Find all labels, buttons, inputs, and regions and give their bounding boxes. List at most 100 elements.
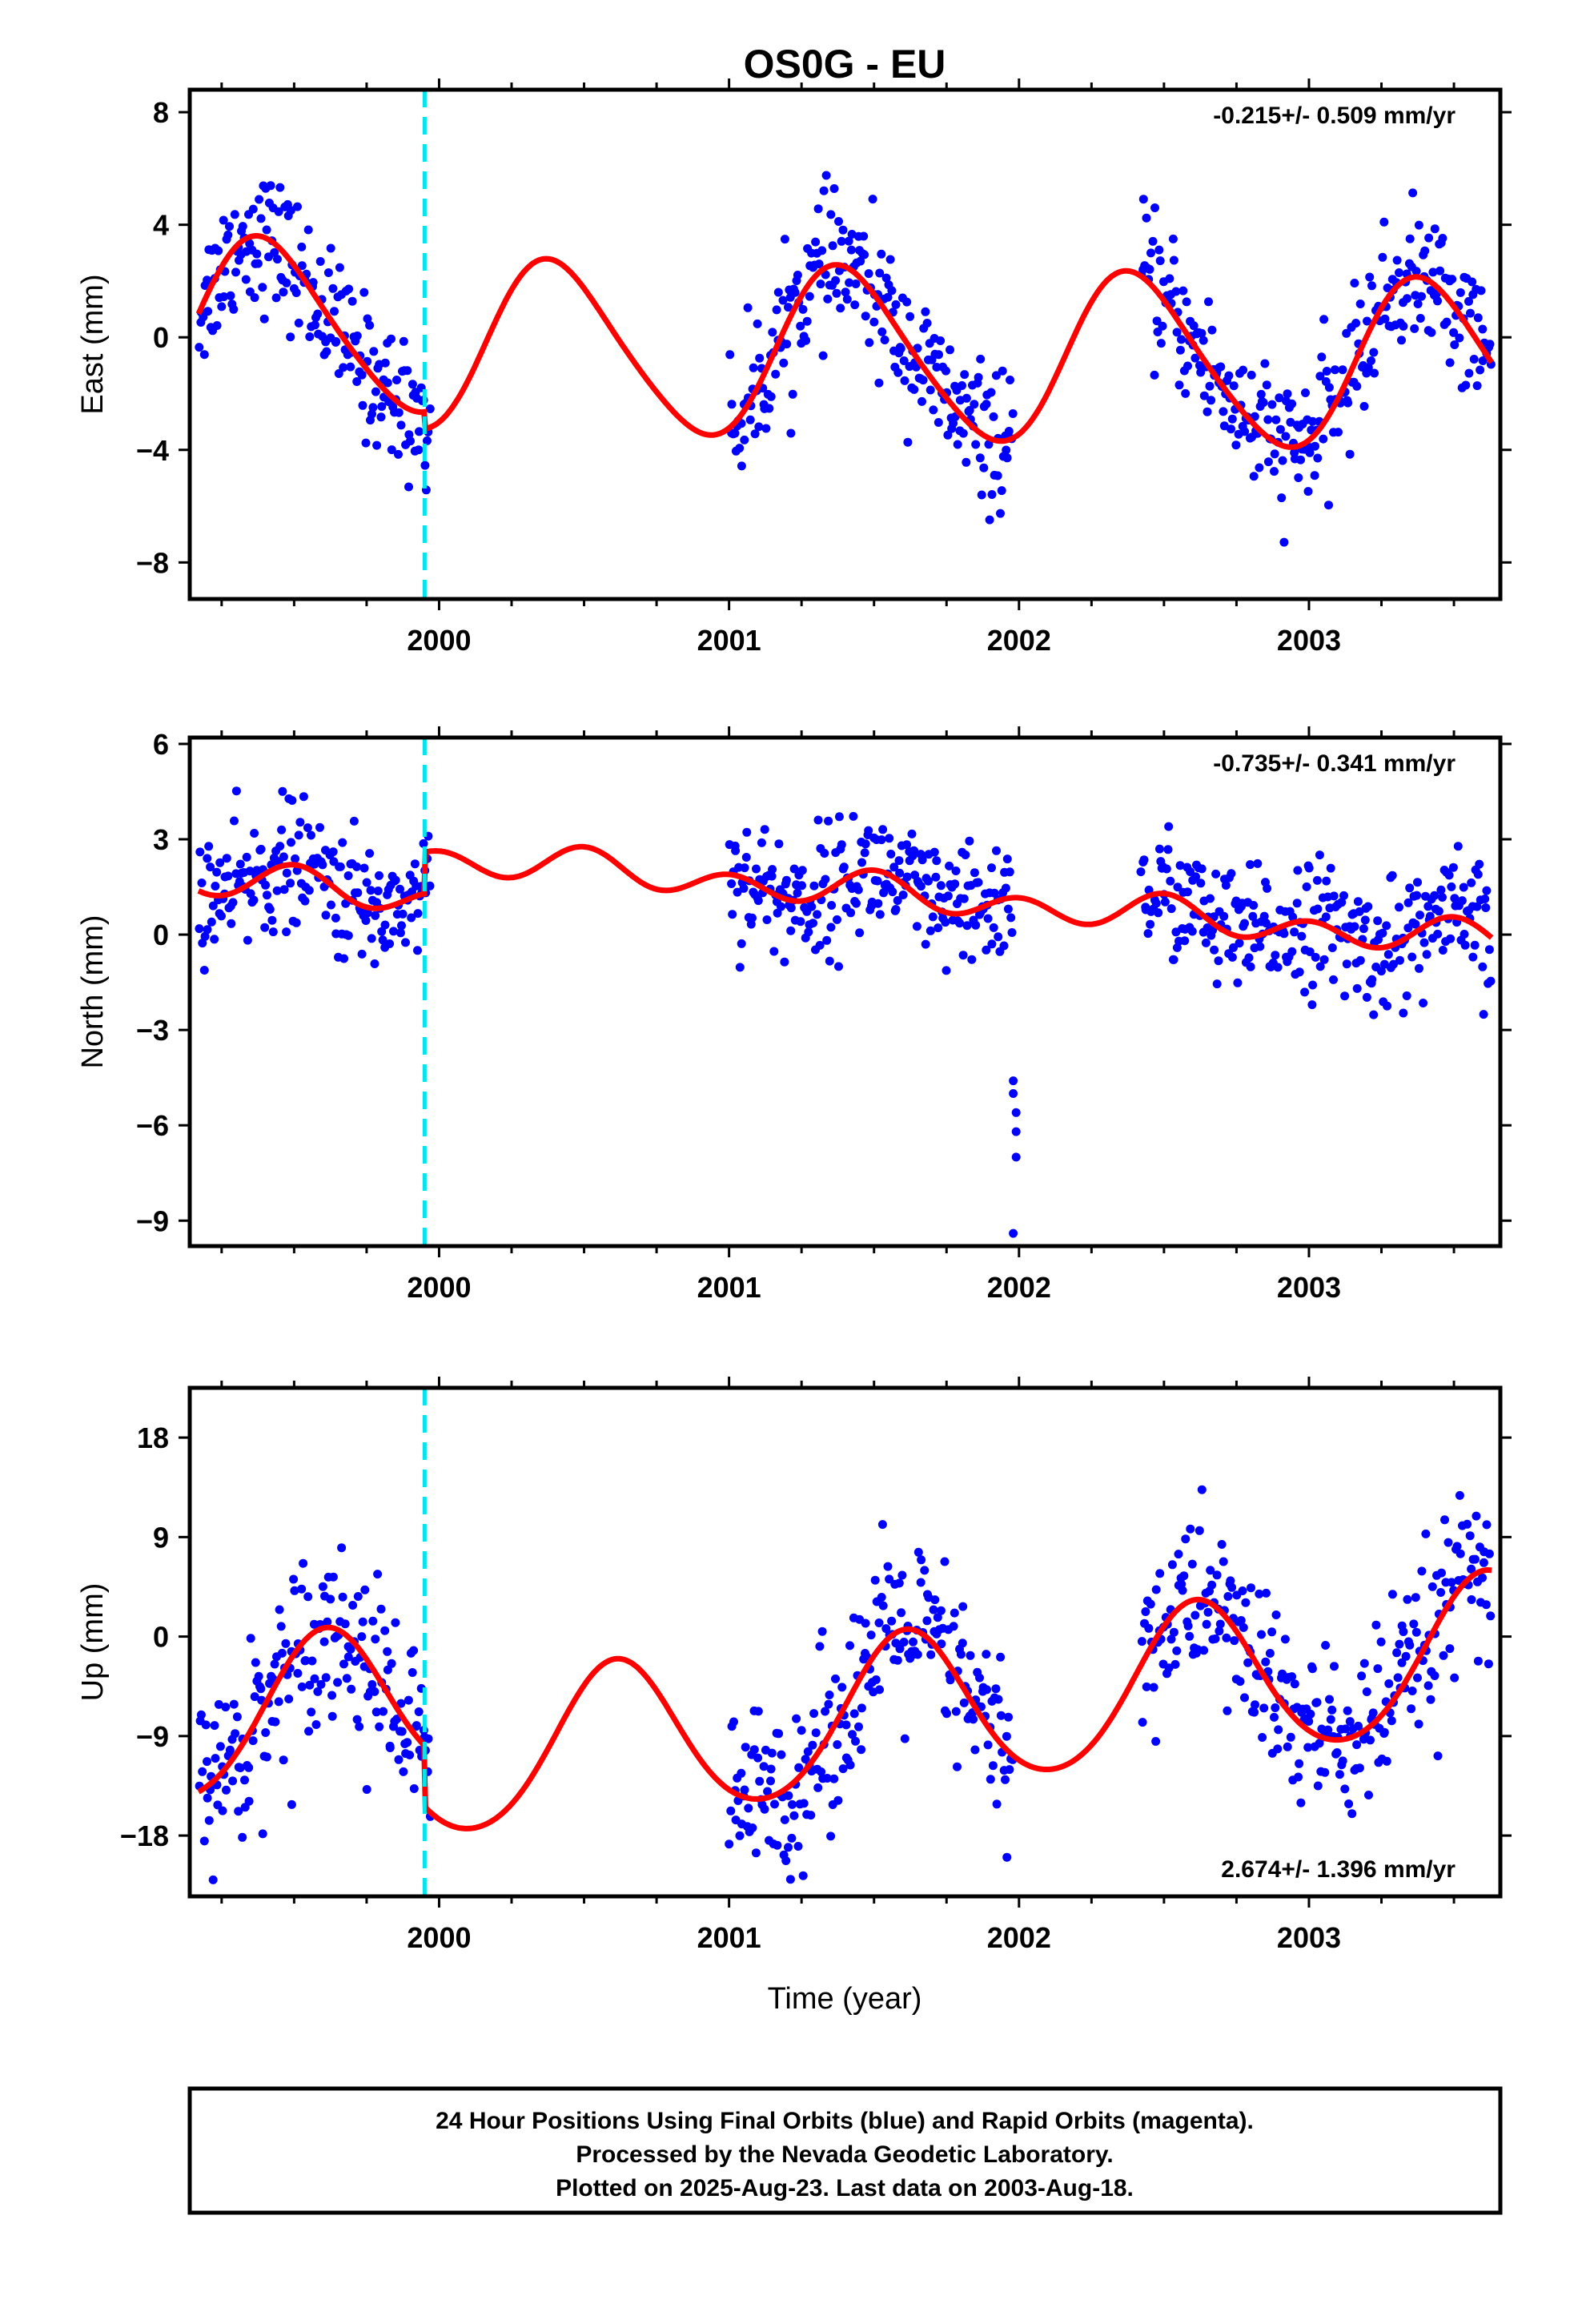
data-point — [391, 1618, 400, 1627]
data-point — [248, 204, 258, 214]
data-point — [327, 900, 335, 910]
data-point — [814, 259, 824, 269]
data-point — [195, 924, 204, 934]
data-point — [276, 1622, 286, 1631]
data-point — [338, 1592, 347, 1602]
data-point — [1319, 315, 1329, 324]
data-point — [1413, 878, 1422, 887]
data-point — [974, 372, 983, 382]
y-tick-label: 9 — [153, 1521, 169, 1554]
y-tick-label: 4 — [153, 209, 169, 242]
data-point — [1376, 967, 1386, 976]
data-point — [399, 1767, 408, 1776]
data-point — [1342, 959, 1351, 969]
data-point — [1461, 380, 1471, 390]
data-point — [229, 304, 239, 314]
data-point — [896, 344, 905, 353]
data-point — [917, 855, 927, 865]
data-point — [822, 1774, 832, 1783]
points-east — [195, 171, 1496, 547]
data-point — [982, 1685, 991, 1695]
data-point — [815, 1642, 825, 1651]
data-point — [794, 1763, 804, 1772]
data-point — [371, 1634, 380, 1644]
data-point — [219, 215, 228, 225]
data-point — [231, 1729, 240, 1739]
data-point — [380, 1626, 390, 1635]
data-point — [1445, 358, 1455, 368]
data-point — [945, 861, 954, 870]
data-point — [760, 1804, 769, 1814]
data-point — [337, 1543, 347, 1553]
data-point — [988, 1761, 998, 1771]
data-point — [958, 381, 966, 390]
data-point — [854, 1722, 863, 1731]
y-axis-label-up: Up (mm) — [76, 1583, 110, 1702]
data-point — [1427, 1582, 1437, 1591]
data-point — [875, 268, 885, 278]
data-point — [222, 854, 231, 863]
data-point — [982, 1650, 991, 1659]
data-point — [883, 1562, 893, 1571]
data-point — [1148, 236, 1158, 246]
data-point — [1296, 1798, 1306, 1807]
data-point — [397, 1727, 407, 1736]
data-point — [989, 923, 998, 932]
data-point — [271, 1717, 280, 1727]
data-point — [1279, 537, 1289, 547]
data-point — [900, 1734, 909, 1743]
data-point — [916, 1578, 926, 1587]
data-point — [1311, 441, 1319, 451]
data-point — [735, 444, 745, 453]
data-point — [728, 910, 737, 919]
data-point — [262, 1752, 271, 1762]
data-point — [773, 287, 783, 297]
data-point — [373, 887, 383, 895]
data-point — [1199, 391, 1209, 400]
data-point — [820, 849, 829, 858]
data-point — [825, 956, 834, 966]
data-point — [1263, 883, 1272, 893]
data-point — [774, 839, 784, 849]
data-point — [1211, 869, 1221, 879]
data-point — [241, 275, 251, 284]
data-point — [199, 966, 209, 975]
data-point — [375, 870, 383, 880]
data-point — [809, 881, 819, 891]
data-point — [279, 1755, 288, 1765]
data-point — [1204, 297, 1213, 307]
data-point — [396, 884, 404, 894]
data-point — [387, 334, 396, 344]
data-point — [270, 247, 279, 257]
data-point — [297, 242, 307, 251]
data-point — [1362, 1687, 1371, 1696]
data-point — [250, 1692, 259, 1702]
data-point — [313, 309, 323, 319]
data-point — [410, 859, 420, 869]
data-point — [1217, 1540, 1227, 1549]
data-point — [798, 304, 808, 314]
data-point — [423, 436, 432, 445]
data-point — [1164, 822, 1174, 831]
data-point — [1411, 1627, 1421, 1637]
data-point — [1139, 855, 1149, 865]
data-point — [1296, 455, 1305, 464]
data-point — [1352, 381, 1362, 391]
data-point — [1154, 844, 1164, 854]
data-point — [873, 899, 883, 908]
data-point — [930, 847, 939, 857]
data-point — [920, 1566, 930, 1575]
data-point — [847, 230, 857, 239]
data-point — [1476, 286, 1486, 296]
data-point — [1261, 919, 1271, 928]
data-point — [1002, 1731, 1011, 1741]
data-point — [986, 1775, 995, 1784]
y-tick-label: 0 — [153, 919, 169, 951]
data-point — [1467, 1564, 1476, 1574]
data-point — [823, 294, 833, 304]
y-tick-label: 6 — [153, 728, 169, 761]
data-point — [1345, 1717, 1355, 1727]
data-point — [1005, 1765, 1014, 1775]
data-point — [808, 1740, 817, 1750]
data-point — [994, 932, 1003, 942]
